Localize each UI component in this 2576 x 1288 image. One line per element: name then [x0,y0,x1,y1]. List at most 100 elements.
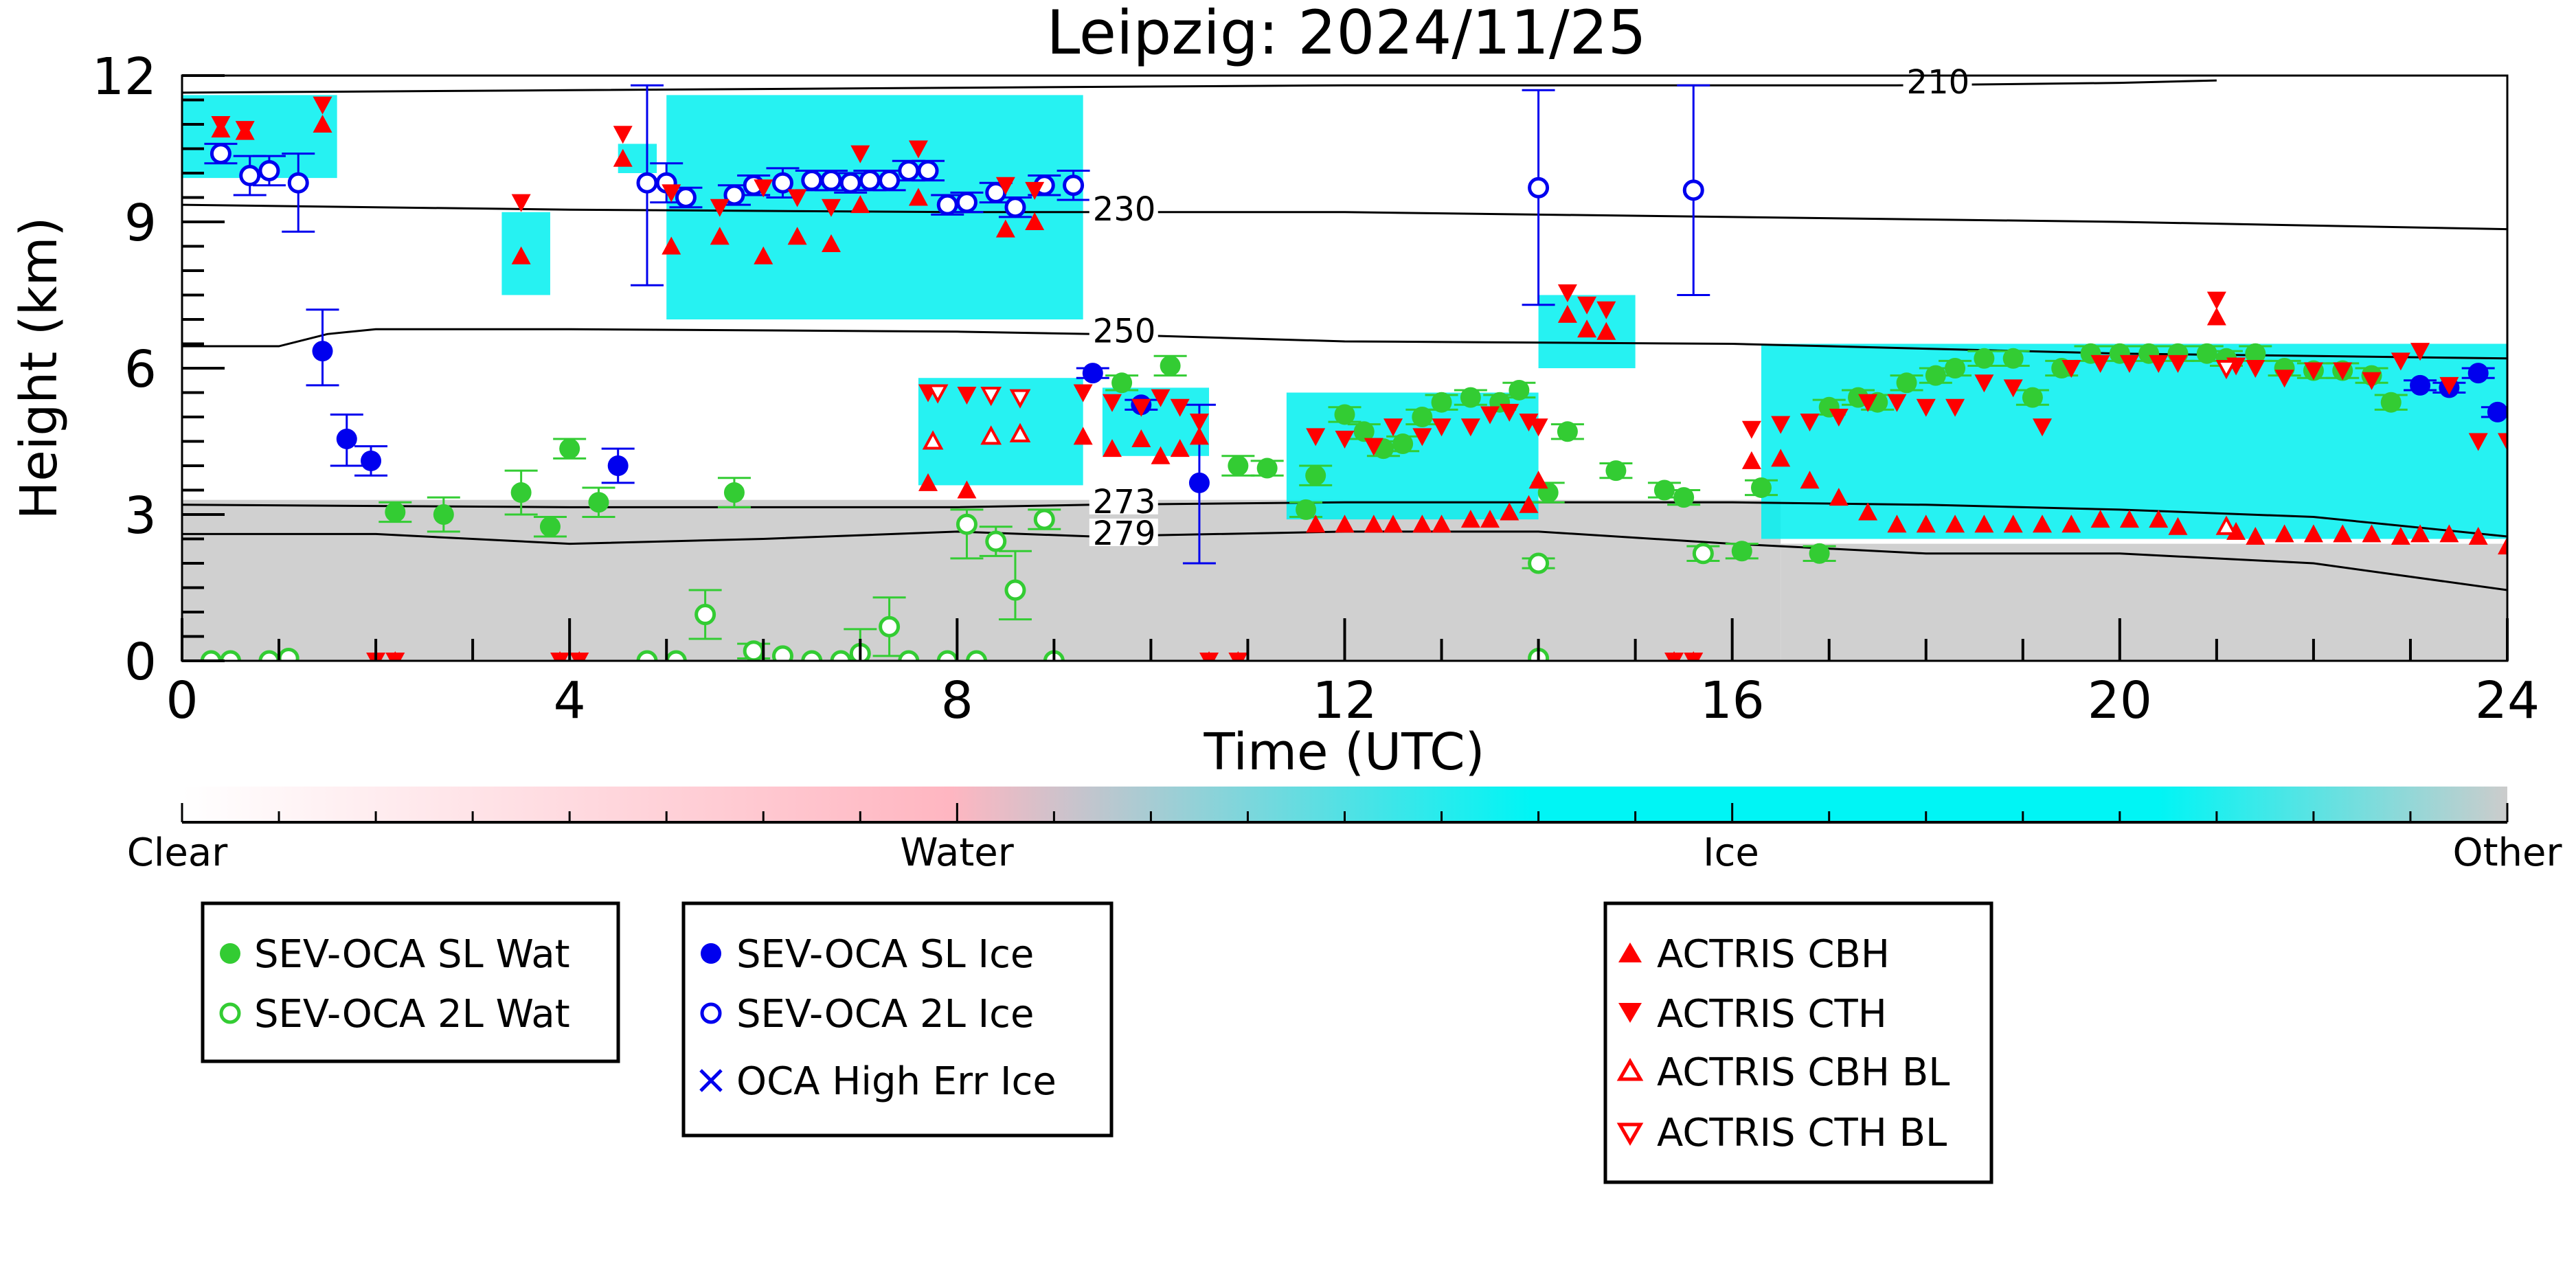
actris-cbh-marker [1887,515,1907,533]
isotherm-210 [182,79,2217,94]
legend-label-cbh: ACTRIS CBH [1657,932,1890,977]
sev-oca-2l-wat-marker [985,530,1007,552]
sev-oca-sl-ice-marker [361,450,382,471]
actris-cbh-marker [787,227,807,245]
legend-frame [681,901,1114,1138]
actris-cbh-marker [2333,524,2353,543]
actris-cbh-marker [1170,439,1190,457]
actris-cth-marker [2274,370,2294,388]
x-axis-label: Time (UTC) [1203,723,1484,782]
sev-oca-sl-wat-marker [1334,404,1355,425]
actris-cth-marker [1500,403,1519,422]
actris-cbh-marker [2090,510,2110,528]
isotherm-label: 279 [1093,515,1156,553]
actris-cth-marker [1887,394,1907,412]
legend-marker-2l-ice [700,1002,722,1024]
sev-oca-2l-ice-marker [898,159,920,181]
actris-cth-marker [2303,362,2323,381]
sev-oca-sl-wat-marker [2002,348,2024,369]
actris-cbh-marker [662,236,681,255]
actris-cth-marker [754,179,773,198]
actris-cth-marker [1741,420,1761,439]
sev-oca-sl-wat-marker [1509,379,1530,400]
sev-oca-sl-wat-marker [1653,479,1675,501]
actris-cth-marker [2391,352,2410,371]
sev-oca-sl-wat-marker [1731,541,1752,562]
actris-cth-marker [1412,428,1432,447]
sev-oca-sl-wat-marker [1431,392,1452,413]
sev-oca-2l-ice-marker [771,172,793,194]
legend-label-cbh-bl: ACTRIS CBH BL [1657,1050,1950,1095]
actris-cbh-bl-marker [980,425,1002,445]
sev-oca-sl-wat-marker [1256,457,1278,479]
actris-cbh-marker [1432,515,1451,533]
legend-marker-cbh-bl [1616,1057,1644,1081]
actris-cbh-marker [1073,427,1093,445]
sev-oca-2l-ice-marker [801,170,823,192]
colorbar-label-other: Other [2452,831,2562,875]
actris-cbh-marker [2003,515,2023,533]
sev-oca-sl-ice-marker [2467,363,2489,384]
sev-oca-2l-ice-marker [917,159,939,181]
actris-cth-bl-marker [2215,360,2237,380]
sev-oca-2l-wat-marker [694,604,716,626]
actris-cth-marker [1480,406,1500,425]
sev-oca-2l-wat-marker [771,645,793,661]
x-tick-label: 4 [554,671,586,730]
actris-cth-bl-marker [927,384,949,404]
actris-cth-marker [710,199,730,217]
y-axis: 0 3 6 9 12 [92,47,225,692]
y-tick-label: 9 [124,194,157,253]
actris-cth-marker [1945,398,1965,417]
actris-cbh-marker [850,195,870,214]
chart-title: Leipzig: 2024/11/25 [1046,0,1646,68]
actris-cbh-bl-marker [922,430,944,450]
actris-cth-marker [1306,428,1326,447]
actris-cbh-marker [2468,526,2488,545]
sev-oca-sl-wat-marker [1392,433,1414,455]
sev-oca-2l-wat-marker [636,650,658,661]
legend-marker-cth [1618,1003,1642,1023]
sev-oca-2l-ice-marker [936,194,958,216]
sev-oca-2l-wat-marker [898,650,920,661]
ice-cloud-region [182,95,337,179]
sev-oca-sl-ice-marker [607,455,629,476]
actris-cbh-marker [2274,524,2294,543]
actris-cth-marker [1519,414,1539,432]
legend-marker-sl-ice [701,943,721,964]
sev-oca-2l-wat-marker [258,650,280,661]
actris-cbh-marker [2061,515,2081,533]
actris-cth-marker [821,199,841,217]
sev-oca-2l-wat-marker [200,650,222,661]
sev-oca-2l-wat-marker [936,650,958,661]
sev-oca-sl-wat-marker [433,504,454,525]
actris-cbh-marker [2391,526,2410,545]
sev-oca-2l-ice-marker [723,184,745,206]
actris-cth-marker [2168,354,2188,373]
sev-oca-sl-ice-marker [1188,472,1210,493]
actris-cth-marker [211,116,231,134]
sev-oca-2l-wat-marker [1004,579,1026,601]
actris-cth-marker [1974,374,1994,393]
sev-oca-2l-wat-marker [1033,508,1055,530]
sev-oca-2l-ice-marker [1682,179,1704,201]
sev-oca-sl-ice-marker [2410,374,2431,396]
actris-cbh-marker [1596,321,1616,340]
sev-oca-sl-wat-marker [588,492,609,513]
actris-cth-marker [1916,398,1936,417]
isotherm-label-bg [1089,316,1158,344]
actris-cth-marker [2003,379,2023,398]
actris-cth-marker [613,126,633,144]
actris-cbh-marker [1460,510,1480,528]
isotherm-230 [182,203,2507,231]
actris-cbh-bl-marker [1009,422,1031,442]
actris-cbh-marker [1858,502,1878,521]
colorbar-label-clear: Clear [127,831,228,875]
actris-cth-marker [1684,653,1704,661]
legend-frame [1603,901,1993,1184]
actris-cbh-marker [1025,212,1045,230]
sev-oca-sl-wat-marker [539,516,561,537]
actris-cth-marker [2362,372,2382,390]
colorbar-label-water: Water [900,831,1015,875]
sev-oca-sl-wat-marker [385,501,406,523]
